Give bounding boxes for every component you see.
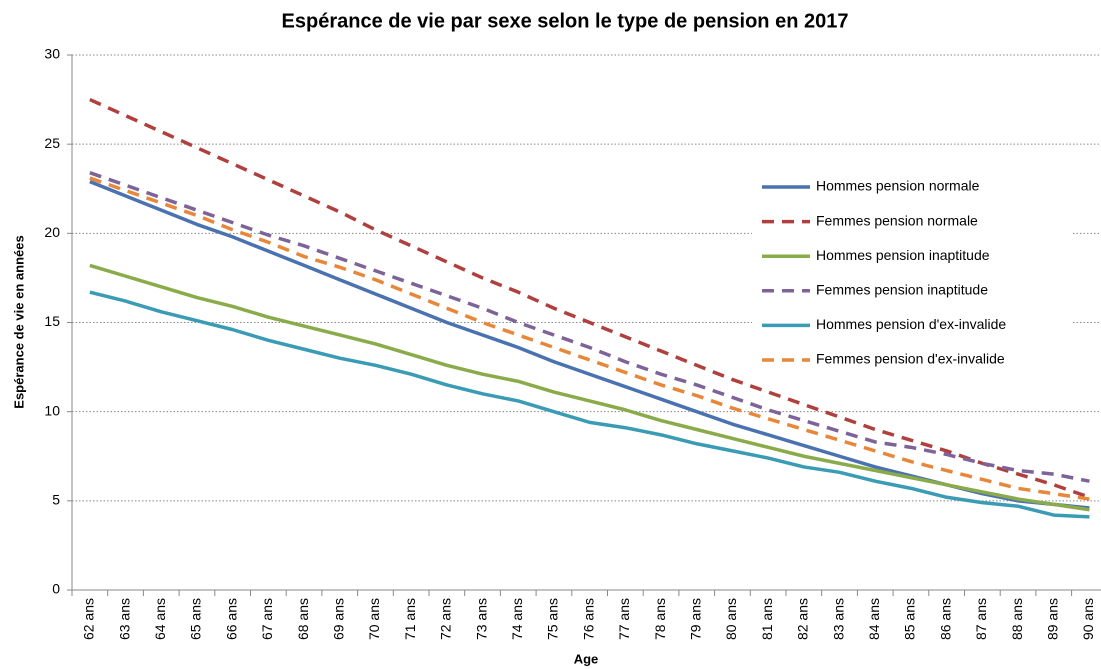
x-tick-label: 63 ans	[116, 598, 132, 640]
x-tick-label: 64 ans	[152, 598, 168, 640]
legend-box	[752, 168, 1072, 378]
series-line	[89, 171, 1090, 483]
x-tick-label: 70 ans	[366, 598, 382, 640]
x-tick-label: 73 ans	[473, 598, 489, 640]
y-tick-label: 5	[52, 492, 60, 508]
x-tick-label: 87 ans	[973, 598, 989, 640]
x-tick-label: 74 ans	[509, 598, 525, 640]
x-tick-label: 85 ans	[902, 598, 918, 640]
y-tick-label: 0	[52, 581, 60, 597]
x-tick-label: 77 ans	[616, 598, 632, 640]
x-tick-label: 89 ans	[1044, 598, 1060, 640]
x-tick-label: 72 ans	[438, 598, 454, 640]
x-tick-label: 81 ans	[759, 598, 775, 640]
series-line	[89, 263, 1090, 512]
y-tick-label: 10	[44, 402, 60, 418]
series-line	[89, 97, 1091, 499]
x-tick-label: 75 ans	[545, 598, 561, 640]
x-tick-label: 62 ans	[81, 598, 97, 640]
x-tick-label: 80 ans	[723, 598, 739, 640]
x-tick-label: 69 ans	[330, 598, 346, 640]
x-tick-label: 83 ans	[830, 598, 846, 640]
x-tick-label: 90 ans	[1080, 598, 1096, 640]
x-tick-label: 82 ans	[795, 598, 811, 640]
legend-label: Hommes pension d'ex-invalide	[816, 316, 1006, 332]
x-tick-label: 84 ans	[866, 598, 882, 640]
legend: Hommes pension normale Femmes pension nor…	[752, 168, 1072, 378]
x-tick-label: 68 ans	[295, 598, 311, 640]
x-tick-label: 76 ans	[580, 598, 596, 640]
x-tick-label: 65 ans	[188, 598, 204, 640]
legend-label: Hommes pension inaptitude	[816, 247, 990, 263]
series-line	[89, 290, 1090, 519]
x-axis-title: Age	[574, 651, 599, 666]
series-line	[89, 176, 1090, 501]
legend-label: Femmes pension inaptitude	[816, 282, 988, 298]
y-tick-label: 30	[44, 46, 60, 62]
legend-label: Hommes pension normale	[816, 178, 980, 194]
x-tick-label: 71 ans	[402, 598, 418, 640]
x-tick-label: 66 ans	[223, 598, 239, 640]
x-tick-label: 79 ans	[687, 598, 703, 640]
legend-label: Femmes pension d'ex-invalide	[816, 351, 1005, 367]
y-axis-title: Espérance de vie en années	[11, 235, 26, 408]
y-tick-label: 15	[44, 313, 60, 329]
x-tick-label: 78 ans	[652, 598, 668, 640]
chart-title: Espérance de vie par sexe selon le type …	[282, 10, 849, 32]
x-tick-label: 88 ans	[1009, 598, 1025, 640]
x-tick-label: 67 ans	[259, 598, 275, 640]
y-tick-label: 25	[44, 135, 60, 151]
x-tick-label: 86 ans	[937, 598, 953, 640]
y-tick-label: 20	[44, 224, 60, 240]
legend-label: Femmes pension normale	[816, 212, 978, 228]
